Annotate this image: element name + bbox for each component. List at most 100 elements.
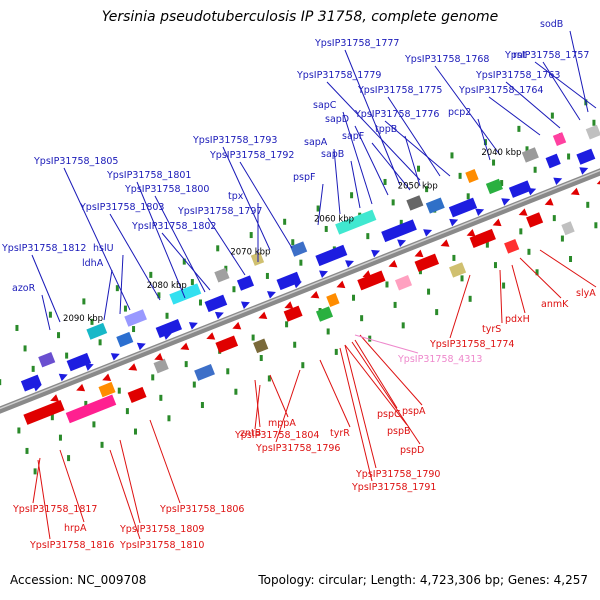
track-tick bbox=[485, 241, 489, 248]
track-tick bbox=[115, 285, 119, 292]
reverse-gene-label: pspC bbox=[377, 409, 401, 420]
forward-leader-line bbox=[434, 65, 501, 156]
reverse-gene-label: slyA bbox=[576, 288, 596, 299]
track-tick bbox=[165, 312, 169, 319]
reverse-leader-line bbox=[344, 344, 408, 426]
forward-gene-label: YpsIP31758_1805 bbox=[33, 156, 118, 167]
track-tick bbox=[368, 335, 372, 342]
reverse-leader-line bbox=[119, 439, 141, 524]
reverse-gene-box bbox=[65, 394, 117, 424]
reverse-gene-box bbox=[153, 358, 169, 374]
track-tick bbox=[468, 295, 472, 302]
track-tick bbox=[31, 365, 35, 372]
forward-leader-line bbox=[404, 135, 421, 187]
reverse-leader-line bbox=[354, 339, 398, 409]
forward-gene-box bbox=[425, 197, 445, 214]
track-tick bbox=[533, 166, 537, 173]
track-tick bbox=[90, 318, 94, 325]
reverse-gene-label: pspB bbox=[387, 426, 411, 437]
forward-leader-line bbox=[31, 254, 61, 323]
track-tick bbox=[125, 408, 129, 415]
reverse-gene-box bbox=[194, 363, 215, 381]
track-tick bbox=[399, 219, 403, 226]
track-tick bbox=[517, 125, 521, 132]
forward-arrow bbox=[397, 239, 407, 247]
reverse-arrow bbox=[518, 208, 528, 216]
forward-gene-label: YpsIP31758_1779 bbox=[296, 70, 381, 81]
track-tick bbox=[65, 352, 69, 359]
forward-leader-line bbox=[505, 81, 561, 129]
track-tick bbox=[316, 205, 320, 212]
track-tick bbox=[167, 415, 171, 422]
reverse-arrow bbox=[258, 311, 268, 320]
forward-gene-box bbox=[214, 267, 230, 283]
reverse-arrow bbox=[128, 363, 138, 371]
forward-arrow bbox=[214, 311, 224, 320]
reverse-arrow bbox=[310, 290, 320, 299]
reverse-leader-line bbox=[269, 374, 289, 418]
forward-gene-box bbox=[155, 318, 183, 339]
reverse-gene-label: tyrR bbox=[330, 428, 350, 439]
reverse-gene-box bbox=[326, 293, 340, 307]
forward-gene-box bbox=[86, 322, 108, 340]
forward-leader-line bbox=[371, 142, 411, 191]
reverse-arrow bbox=[76, 383, 86, 392]
genome-summary-text: Topology: circular; Length: 4,723,306 bp… bbox=[258, 573, 588, 587]
track-tick bbox=[435, 309, 439, 316]
forward-leader-line bbox=[384, 120, 451, 177]
reverse-arrow bbox=[180, 342, 190, 351]
track-tick bbox=[483, 139, 487, 146]
reverse-gene-label: YpsIP31758_1816 bbox=[29, 540, 114, 551]
track-tick bbox=[283, 218, 287, 225]
track-tick bbox=[249, 232, 253, 239]
reverse-leader-line bbox=[59, 449, 85, 523]
reverse-gene-box bbox=[23, 399, 65, 425]
forward-gene-box bbox=[66, 352, 92, 372]
forward-leader-line bbox=[569, 30, 589, 113]
track-tick bbox=[58, 434, 62, 441]
reverse-arrow bbox=[336, 280, 346, 289]
track-tick bbox=[350, 192, 354, 199]
forward-gene-label: YpsIP31758_1776 bbox=[354, 109, 439, 120]
forward-arrow bbox=[58, 373, 68, 382]
track-tick bbox=[15, 324, 19, 331]
reverse-gene-box bbox=[127, 386, 147, 403]
forward-gene-label: YpsIP31758_1775 bbox=[357, 85, 442, 96]
forward-arrow bbox=[240, 301, 250, 309]
track-tick bbox=[23, 345, 27, 352]
reverse-gene-label: YpsIP31758_1806 bbox=[159, 504, 244, 515]
reverse-gene-label: pspD bbox=[400, 445, 424, 456]
reverse-gene-box bbox=[253, 338, 269, 354]
forward-gene-label: sodB bbox=[540, 19, 563, 30]
track-tick bbox=[460, 275, 464, 282]
track-tick bbox=[594, 222, 598, 229]
track-tick bbox=[458, 172, 462, 179]
forward-gene-box bbox=[236, 275, 255, 291]
forward-arrow bbox=[553, 177, 563, 186]
reverse-gene-label: YpsIP31758_1810 bbox=[119, 540, 204, 551]
forward-gene-box bbox=[169, 283, 202, 305]
forward-gene-label: YpsIP31758_1800 bbox=[124, 184, 209, 195]
track-tick bbox=[552, 215, 556, 222]
forward-leader-line bbox=[154, 195, 206, 293]
backbone-highlight bbox=[0, 169, 600, 410]
track-tick bbox=[57, 332, 61, 339]
forward-leader-line bbox=[344, 49, 401, 186]
track-tick bbox=[151, 374, 155, 381]
forward-arrow bbox=[84, 363, 94, 371]
track-tick bbox=[234, 388, 238, 395]
reverse-leader-line bbox=[149, 419, 181, 504]
reverse-gene-label: pdxH bbox=[505, 314, 530, 325]
track-tick bbox=[123, 305, 127, 312]
track-tick bbox=[259, 355, 263, 362]
forward-gene-box bbox=[250, 251, 265, 266]
track-tick bbox=[251, 334, 255, 341]
forward-gene-box bbox=[116, 331, 134, 348]
forward-leader-line bbox=[41, 294, 51, 331]
reverse-arrow bbox=[492, 218, 502, 227]
reverse-leader-line bbox=[511, 264, 526, 314]
forward-gene-label: azoR bbox=[12, 283, 36, 294]
reverse-gene-label: YpsIP31758_1796 bbox=[255, 443, 340, 454]
forward-gene-label: tpx bbox=[228, 191, 244, 202]
track-tick bbox=[425, 186, 429, 193]
